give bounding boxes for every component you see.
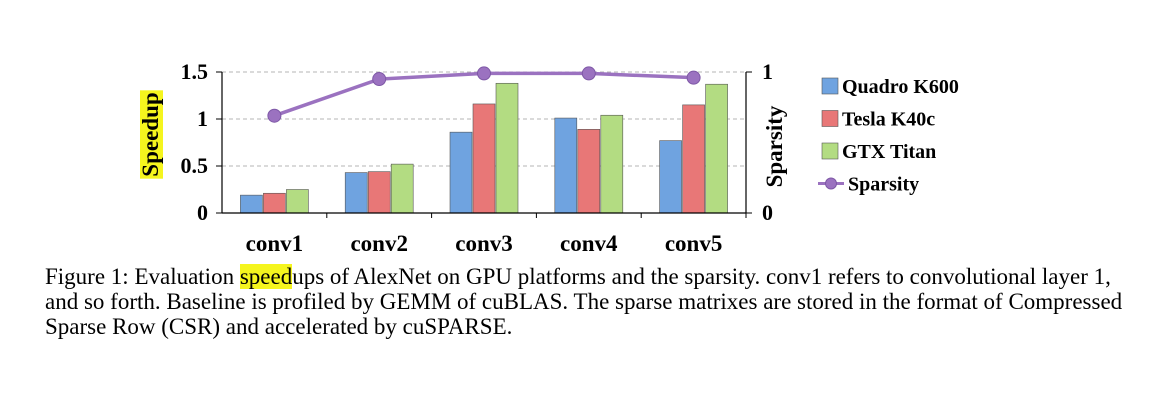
sparsity-point-conv1 <box>267 108 282 123</box>
y2-axis-title: Sparsity <box>762 105 787 187</box>
category-label-conv5: conv5 <box>665 231 723 256</box>
y2-tick-label-1: 1 <box>762 59 773 84</box>
bar-tesla-k40c-conv2 <box>367 171 391 214</box>
caption-highlight: speed <box>239 264 293 289</box>
tick-labels: 0 0.5 1 1.5 0 1 <box>181 59 774 225</box>
y-axis-title: Speedup <box>138 92 163 176</box>
legend-swatch-sparsity-point <box>825 177 837 190</box>
legend-label-tesla-k40c: Tesla K40c <box>842 109 935 131</box>
bar-quadro-k600-conv2 <box>344 172 368 214</box>
category-label-conv1: conv1 <box>246 231 304 256</box>
bar-tesla-k40c-conv5 <box>682 104 705 214</box>
legend-swatch-gtx-titan <box>821 142 839 160</box>
y-tick-label-0: 0 <box>197 200 208 225</box>
sparsity-point-conv5 <box>686 70 701 85</box>
bar-group <box>240 82 728 214</box>
caption-rest: ups of AlexNet on GPU platforms and the … <box>45 264 1123 339</box>
y2-tick-label-0: 0 <box>762 200 773 225</box>
axes <box>216 71 752 218</box>
y-tick-label-0-5: 0.5 <box>181 153 209 178</box>
category-label-conv2: conv2 <box>350 231 408 256</box>
figure-caption: Figure 1: Evaluation speedups of AlexNet… <box>45 264 1135 339</box>
legend-label-gtx-titan: GTX Titan <box>842 141 936 163</box>
bar-tesla-k40c-conv1 <box>263 192 286 214</box>
caption-prefix: Figure 1: Evaluation <box>45 264 240 289</box>
category-label-conv3: conv3 <box>455 231 513 256</box>
sparsity-line-group <box>267 66 701 123</box>
bar-tesla-k40c-conv4 <box>577 129 601 214</box>
axis-titles: Speedup Sparsity <box>138 90 787 187</box>
sparsity-point-conv2 <box>372 72 387 87</box>
y-tick-label-1: 1 <box>197 106 208 131</box>
category-labels: conv1 conv2 conv3 conv4 conv5 <box>246 231 723 256</box>
legend-swatch-quadro-k600 <box>821 77 839 95</box>
bar-quadro-k600-conv3 <box>449 131 473 214</box>
legend-label-quadro-k600: Quadro K600 <box>842 76 959 98</box>
legend: Quadro K600 Tesla K40c GTX Titan Sparsity <box>818 76 959 196</box>
bar-gtx-titan-conv2 <box>390 163 414 214</box>
y-tick-label-1-5: 1.5 <box>181 59 209 84</box>
legend-swatch-tesla-k40c <box>821 110 839 127</box>
category-label-conv4: conv4 <box>560 231 618 256</box>
bar-tesla-k40c-conv3 <box>472 103 496 214</box>
bar-quadro-k600-conv5 <box>659 140 682 214</box>
sparsity-point-conv4 <box>581 66 596 81</box>
bar-quadro-k600-conv4 <box>554 117 578 214</box>
sparsity-point-conv3 <box>477 66 491 81</box>
bar-gtx-titan-conv4 <box>600 114 624 214</box>
bar-gtx-titan-conv5 <box>705 83 728 214</box>
legend-label-sparsity: Sparsity <box>848 174 919 196</box>
bar-quadro-k600-conv1 <box>240 194 263 214</box>
speedup-chart: 0 0.5 1 1.5 0 1 conv1 conv2 conv3 conv4 conv5 Qua… <box>138 59 959 256</box>
bar-gtx-titan-conv1 <box>286 189 309 214</box>
bar-gtx-titan-conv3 <box>495 82 519 214</box>
y-axis-title-highlight <box>140 90 163 179</box>
